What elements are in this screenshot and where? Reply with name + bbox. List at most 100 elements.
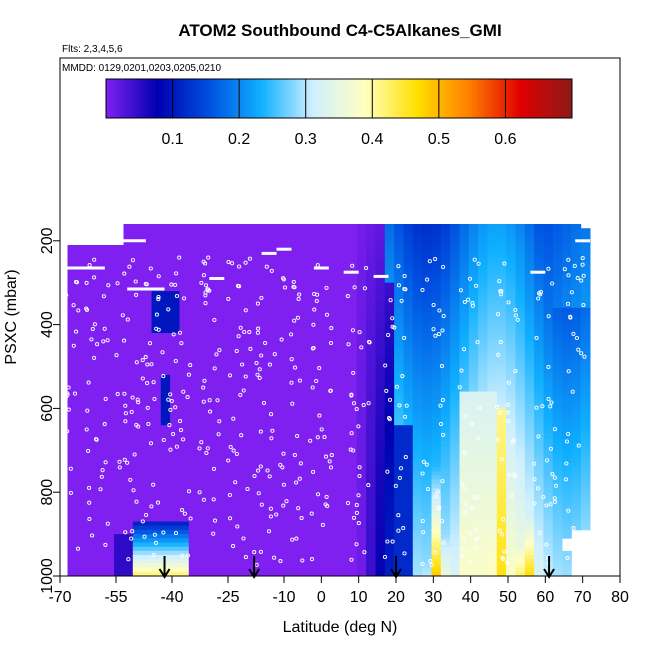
heatmap-cell [459, 307, 470, 313]
heatmap-cell [422, 362, 432, 367]
heatmap-cell [515, 408, 526, 413]
heatmap-cell [571, 437, 582, 443]
heatmap-cell [160, 496, 171, 501]
heatmap-cell [515, 379, 526, 384]
heatmap-cell [356, 500, 367, 506]
heatmap-cell [188, 274, 199, 279]
heatmap-cell [272, 274, 283, 279]
sample-point [322, 435, 327, 440]
heatmap-cell [282, 488, 292, 493]
heatmap-cell [235, 517, 246, 522]
heatmap-cell [291, 441, 302, 447]
heatmap-cell [328, 521, 339, 527]
heatmap-cell [506, 295, 516, 300]
heatmap-cell [543, 509, 554, 514]
heatmap-cell [291, 471, 302, 476]
sample-point [314, 378, 319, 384]
heatmap-cell [272, 328, 283, 334]
heatmap-cell [394, 257, 404, 263]
heatmap-cell [235, 496, 246, 501]
heatmap-cell [86, 370, 96, 376]
heatmap-cell [95, 567, 106, 573]
heatmap-cell [552, 261, 563, 267]
heatmap-cell [226, 236, 236, 242]
sample-point [241, 536, 246, 541]
heatmap-cell [272, 563, 283, 568]
heatmap-cell [562, 265, 572, 271]
heatmap-cell [356, 571, 367, 577]
heatmap-cell [160, 513, 171, 518]
heatmap-cell [114, 261, 124, 267]
heatmap-cell [356, 240, 367, 246]
heatmap-cell [534, 341, 544, 346]
heatmap-cell [440, 265, 451, 271]
heatmap-cell [562, 500, 572, 506]
sample-point [268, 506, 273, 511]
heatmap-cell [440, 278, 451, 284]
heatmap-cell [394, 316, 404, 321]
heatmap-cell [328, 286, 339, 292]
heatmap-cell [450, 525, 460, 531]
heatmap-cell [310, 282, 320, 288]
heatmap-cell [347, 358, 358, 363]
heatmap-cell [515, 295, 526, 300]
heatmap-cell [440, 307, 451, 313]
heatmap-cell [459, 567, 470, 573]
heatmap-cell [216, 429, 227, 434]
heatmap-cell [515, 500, 526, 506]
heatmap-cell [468, 521, 479, 527]
heatmap-cell [95, 261, 106, 267]
heatmap-cell [160, 425, 171, 430]
heatmap-cell [496, 492, 507, 497]
heatmap-cell [366, 425, 376, 430]
heatmap-cell [272, 353, 283, 359]
heatmap-cell [207, 555, 218, 560]
sample-point [263, 340, 268, 346]
heatmap-cell [263, 245, 274, 250]
heatmap-cell [478, 341, 488, 346]
heatmap-cell [114, 458, 124, 464]
heatmap-cell [272, 450, 283, 455]
heatmap-cell [235, 270, 246, 275]
heatmap-cell [384, 529, 395, 535]
heatmap-cell [132, 291, 143, 296]
heatmap-cell [524, 412, 535, 418]
heatmap-cell [366, 475, 376, 480]
heatmap-cell [179, 500, 190, 506]
heatmap-cell [440, 337, 451, 342]
heatmap-cell [412, 421, 423, 426]
heatmap-cell [263, 232, 274, 237]
heatmap-cell [272, 555, 283, 560]
heatmap-cell [300, 421, 311, 426]
heatmap-cell [552, 232, 563, 237]
heatmap-cell [422, 412, 432, 418]
heatmap-cell [375, 496, 386, 501]
heatmap-cell [552, 425, 563, 430]
heatmap-cell [160, 349, 171, 355]
heatmap-cell [76, 509, 87, 514]
heatmap-cell [534, 299, 544, 305]
heatmap-cell [478, 400, 488, 405]
heatmap-cell [366, 534, 376, 539]
heatmap-cell [552, 265, 563, 271]
sample-point [147, 341, 153, 346]
heatmap-cell [459, 349, 470, 355]
heatmap-cell [132, 521, 143, 527]
sample-point [227, 373, 233, 378]
heatmap-cell [300, 228, 311, 233]
heatmap-cell [104, 479, 115, 485]
heatmap-cell [272, 546, 283, 552]
heatmap-cell [515, 349, 526, 355]
heatmap-cell [394, 282, 404, 288]
heatmap-cell [207, 249, 218, 254]
heatmap-cell [95, 282, 106, 288]
heatmap-cell [216, 333, 227, 338]
sample-point [245, 486, 250, 492]
heatmap-cell [543, 446, 554, 451]
heatmap-cell [244, 228, 255, 233]
heatmap-cell [123, 379, 134, 384]
heatmap-cell [235, 374, 246, 380]
heatmap-cell [328, 278, 339, 284]
heatmap-cell [216, 362, 227, 367]
heatmap-cell [235, 492, 246, 497]
